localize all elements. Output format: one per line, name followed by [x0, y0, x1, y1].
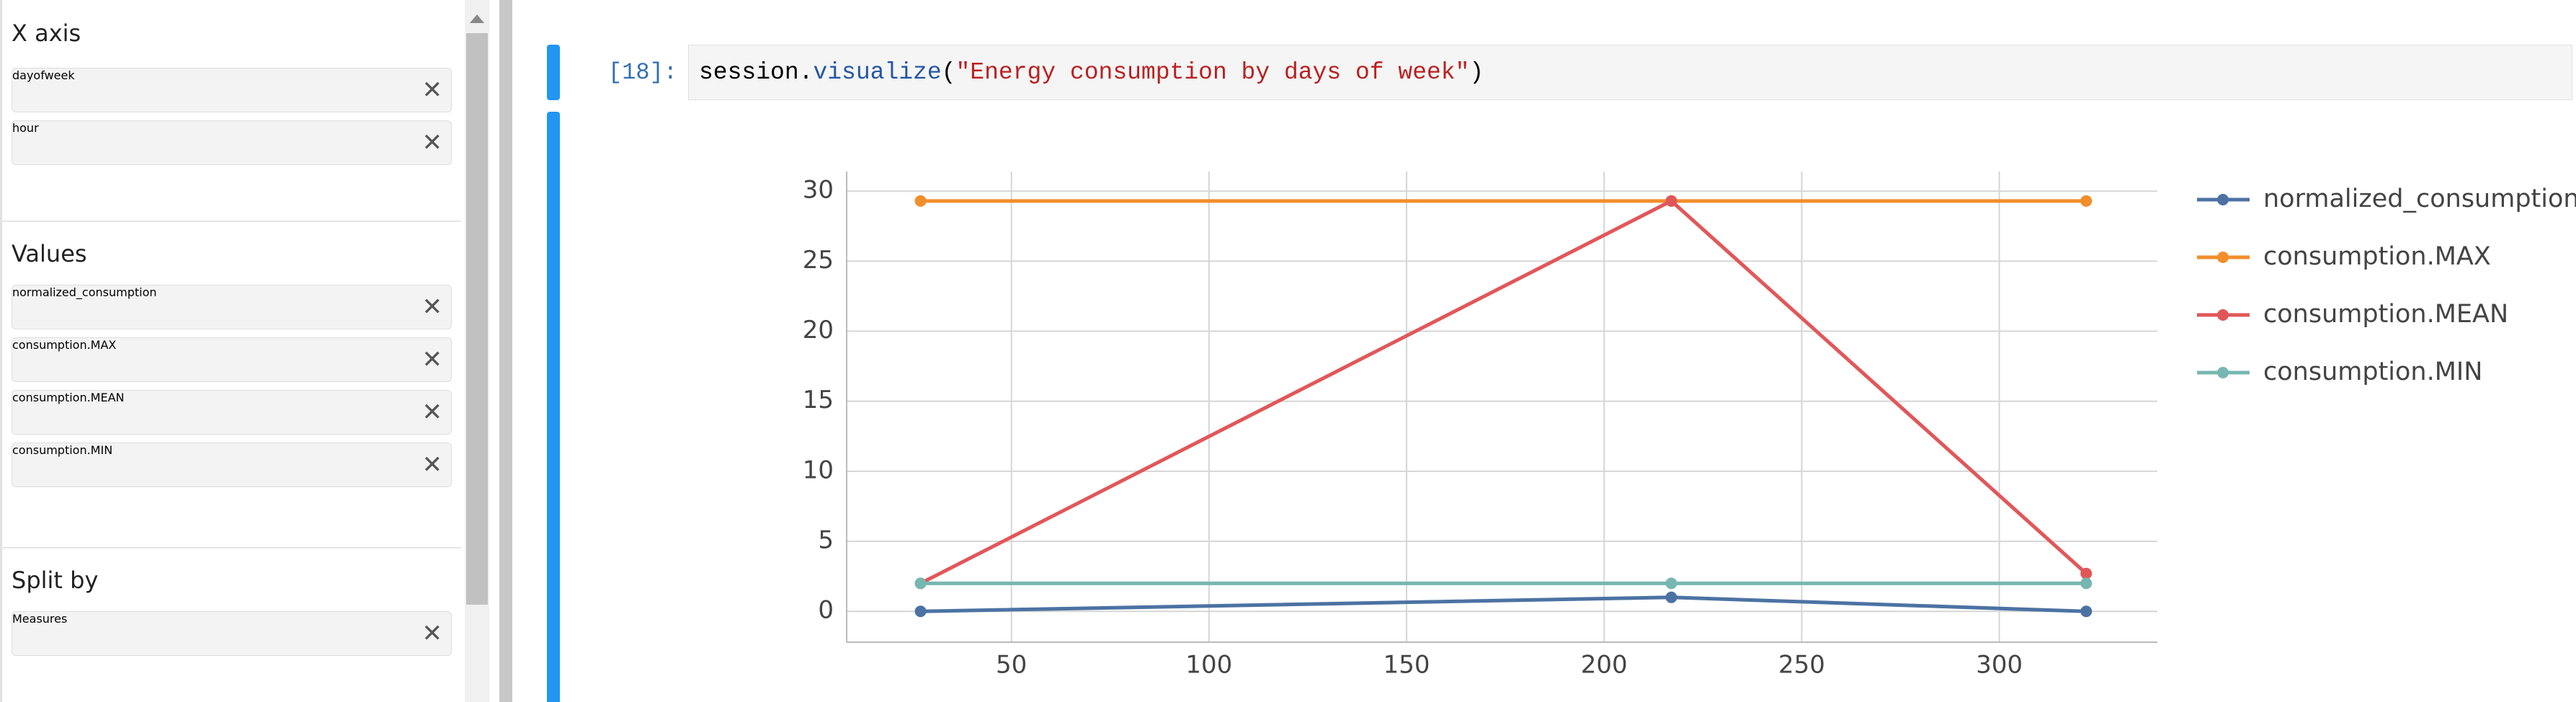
legend-label: consumption.MIN — [2263, 357, 2482, 386]
y-tick-label: 0 — [818, 596, 834, 625]
x-tick-label: 50 — [996, 651, 1027, 680]
x-tick-label: 300 — [1976, 651, 2023, 680]
data-point — [1665, 195, 1677, 207]
field-name: consumption.MEAN — [12, 391, 125, 404]
output-marker — [547, 112, 560, 702]
field-name: Measures — [12, 612, 68, 626]
legend-label: consumption.MEAN — [2263, 300, 2508, 329]
data-point — [2080, 577, 2093, 590]
data-point — [914, 577, 927, 590]
splitter[interactable] — [499, 0, 512, 702]
y-tick-label: 25 — [803, 246, 834, 275]
x-tick-label: 150 — [1383, 651, 1430, 680]
scroll-up-arrow[interactable] — [470, 14, 484, 23]
section-title: Split by — [12, 567, 99, 594]
data-point — [1665, 577, 1677, 590]
section-title: Values — [12, 240, 87, 267]
y-tick-label: 15 — [803, 386, 834, 414]
field-name: hour — [12, 121, 39, 135]
legend-swatch-dot — [2217, 194, 2229, 205]
remove-button[interactable]: ✕ — [422, 345, 443, 374]
code-token: visualize — [813, 59, 942, 86]
legend-swatch-dot — [2217, 367, 2229, 378]
data-point — [914, 195, 927, 207]
data-point — [2080, 605, 2093, 618]
data-point — [2080, 195, 2093, 207]
y-tick-label: 5 — [818, 526, 834, 555]
x-tick-label: 200 — [1581, 651, 1628, 680]
field-name: dayofweek — [12, 68, 75, 82]
remove-button[interactable]: ✕ — [422, 450, 443, 479]
remove-button[interactable]: ✕ — [422, 293, 443, 321]
remove-button[interactable]: ✕ — [422, 76, 443, 105]
code-cell[interactable]: session.visualize("Energy consumption by… — [688, 45, 2572, 100]
data-point — [914, 605, 927, 618]
legend-swatch-dot — [2217, 309, 2229, 321]
field-chip[interactable]: consumption.MEAN ✕ — [12, 390, 452, 435]
cell-prompt: [18]: — [607, 59, 677, 86]
code-token: "Energy consumption by days of week" — [955, 59, 1470, 86]
section-separator — [0, 221, 461, 222]
field-name: normalized_consumption — [12, 285, 157, 299]
section-separator — [0, 547, 461, 548]
field-chip[interactable]: Measures ✕ — [12, 611, 452, 656]
x-tick-label: 100 — [1185, 651, 1232, 680]
scrollbar-thumb[interactable] — [466, 33, 488, 605]
field-name: consumption.MAX — [12, 338, 117, 352]
field-chip[interactable]: consumption.MAX ✕ — [12, 337, 452, 382]
field-chip[interactable]: dayofweek ✕ — [12, 68, 452, 112]
data-point — [2080, 567, 2093, 579]
remove-button[interactable]: ✕ — [422, 128, 443, 157]
data-point — [1665, 591, 1677, 603]
remove-button[interactable]: ✕ — [422, 398, 443, 427]
field-chip[interactable]: hour ✕ — [12, 120, 452, 165]
code-token: ) — [1469, 59, 1484, 86]
legend-label: consumption.MAX — [2263, 242, 2491, 271]
y-tick-label: 30 — [803, 176, 834, 205]
series-line — [920, 595, 2087, 613]
code-token: session. — [699, 59, 814, 86]
field-chip[interactable]: consumption.MIN ✕ — [12, 443, 452, 487]
legend-swatch-dot — [2217, 252, 2229, 263]
series-line — [919, 198, 2087, 585]
remove-button[interactable]: ✕ — [422, 619, 443, 648]
code-token: ( — [941, 59, 956, 86]
legend-label: normalized_consumption — [2263, 185, 2576, 213]
x-tick-label: 250 — [1778, 651, 1825, 680]
field-chip[interactable]: normalized_consumption ✕ — [12, 285, 452, 329]
section-title: X axis — [12, 19, 81, 47]
field-name: consumption.MIN — [12, 443, 113, 457]
cell-marker — [547, 45, 560, 100]
y-tick-label: 10 — [803, 456, 834, 484]
y-tick-label: 20 — [803, 316, 834, 345]
